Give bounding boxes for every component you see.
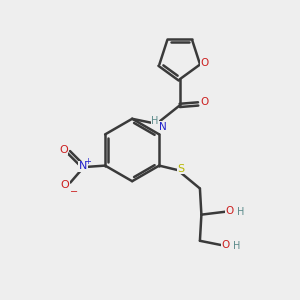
Text: H: H [233, 241, 241, 251]
Text: O: O [59, 145, 68, 155]
Text: O: O [201, 98, 209, 107]
Text: N: N [79, 161, 87, 172]
Text: H: H [237, 207, 244, 217]
Text: H: H [152, 116, 159, 127]
Text: O: O [61, 180, 69, 190]
Text: O: O [200, 58, 208, 68]
Text: S: S [178, 164, 185, 174]
Text: −: − [70, 187, 78, 197]
Text: +: + [85, 157, 91, 166]
Text: O: O [225, 206, 233, 216]
Text: O: O [222, 240, 230, 250]
Text: N: N [159, 122, 167, 132]
